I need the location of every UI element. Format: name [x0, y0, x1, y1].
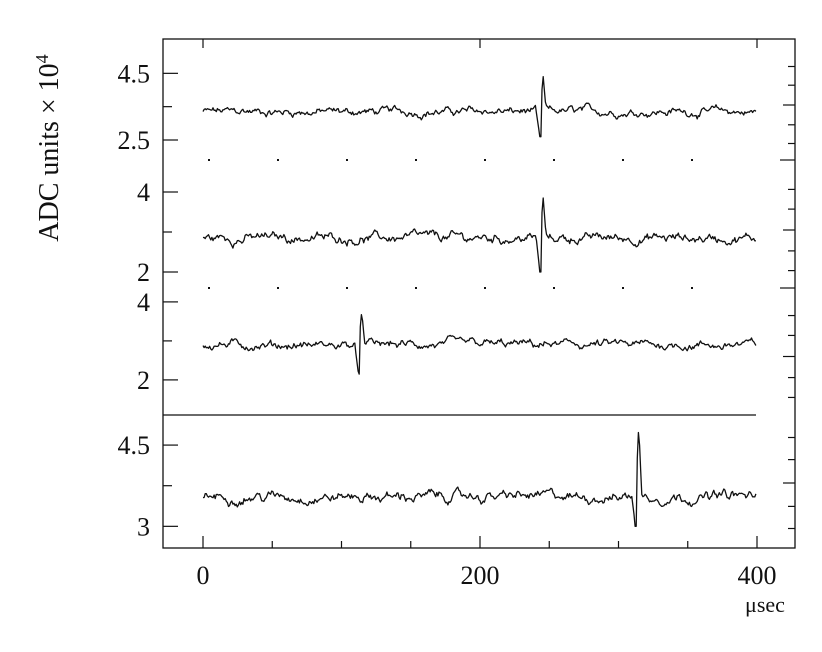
- traces-group: [202, 76, 757, 527]
- x-axis-unit: μsec: [745, 592, 785, 617]
- y-axis-title-exponent: 4: [32, 54, 52, 63]
- y-axis-title: ADC units × 104: [32, 54, 65, 241]
- separator-dot-1: [553, 159, 555, 161]
- x-tick-label-3: 400: [738, 561, 777, 590]
- separator-dot-2: [553, 287, 555, 289]
- separator-dot-2: [484, 287, 486, 289]
- separator-dot-2: [691, 287, 693, 289]
- separator-dot-1: [346, 159, 348, 161]
- y-tick-label-panel4-2: 3: [137, 512, 150, 541]
- separator-dot-1: [484, 159, 486, 161]
- y-axis-title-text: ADC units × 10: [34, 63, 65, 241]
- y-tick-label-panel3-2: 2: [137, 366, 150, 395]
- trace-line-3: [202, 314, 757, 375]
- axis-ticks: [163, 39, 795, 548]
- panel-separator-marks: [208, 159, 795, 289]
- separator-dot-1: [691, 159, 693, 161]
- y-tick-label-panel1-2: 2.5: [118, 126, 151, 155]
- separator-dot-1: [208, 159, 210, 161]
- separator-dot-2: [622, 287, 624, 289]
- x-tick-label-1: 0: [197, 561, 210, 590]
- trace-line-1: [202, 76, 757, 138]
- separator-dot-2: [208, 287, 210, 289]
- plot-frame: [162, 38, 796, 549]
- separator-dot-1: [415, 159, 417, 161]
- x-tick-labels: 0 200 400: [197, 561, 777, 590]
- trace-line-2: [202, 197, 756, 273]
- y-tick-label-panel4-1: 4.5: [118, 431, 151, 460]
- separator-dot-1: [622, 159, 624, 161]
- y-tick-label-panel1-1: 4.5: [118, 59, 151, 88]
- y-tick-label-panel2-2: 2: [137, 258, 150, 287]
- trace-line-4: [202, 431, 757, 527]
- separator-dot-2: [346, 287, 348, 289]
- y-tick-label-panel3-1: 4: [137, 288, 150, 317]
- separator-dot-1: [277, 159, 279, 161]
- separator-dot-2: [415, 287, 417, 289]
- y-tick-label-panel2-1: 4: [137, 178, 150, 207]
- separator-dot-2: [277, 287, 279, 289]
- x-tick-label-2: 200: [461, 561, 500, 590]
